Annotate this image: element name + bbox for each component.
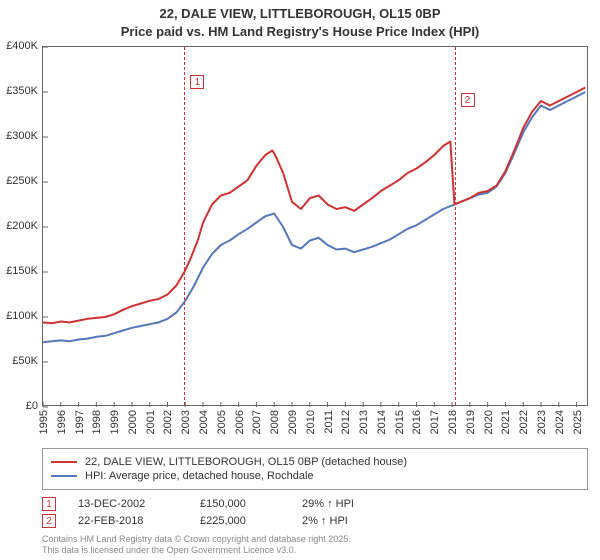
x-tick-label: 2024: [554, 410, 566, 434]
x-tick-label: 2016: [411, 410, 423, 434]
x-tick-label: 2009: [287, 410, 299, 434]
legend-swatch-1: [51, 461, 77, 463]
x-tick-label: 2007: [251, 410, 263, 434]
legend-box: 22, DALE VIEW, LITTLEBOROUGH, OL15 0BP (…: [42, 448, 588, 490]
y-tick-label: £50K: [2, 355, 38, 367]
y-tick-label: £100K: [2, 310, 38, 322]
attribution-line2: This data is licensed under the Open Gov…: [42, 545, 351, 556]
x-tick-label: 2020: [483, 410, 495, 434]
transaction-vline: [455, 47, 456, 405]
legend-row-series1: 22, DALE VIEW, LITTLEBOROUGH, OL15 0BP (…: [51, 456, 579, 468]
transaction-price: £225,000: [200, 515, 280, 527]
y-tick-label: £0: [2, 400, 38, 412]
legend-swatch-2: [51, 475, 77, 477]
y-tick-label: £350K: [2, 85, 38, 97]
x-tick-label: 2000: [127, 410, 139, 434]
transaction-delta: 29% ↑ HPI: [302, 498, 354, 510]
y-tick-label: £300K: [2, 130, 38, 142]
x-tick-label: 2011: [323, 410, 335, 434]
x-tick-label: 2018: [447, 410, 459, 434]
attribution-text: Contains HM Land Registry data © Crown c…: [42, 534, 351, 556]
x-tick-label: 2014: [376, 410, 388, 434]
x-tick-label: 2002: [162, 410, 174, 434]
x-tick-label: 2012: [340, 410, 352, 434]
x-tick-label: 2005: [216, 410, 228, 434]
legend-label-1: 22, DALE VIEW, LITTLEBOROUGH, OL15 0BP (…: [85, 456, 407, 468]
attribution-line1: Contains HM Land Registry data © Crown c…: [42, 534, 351, 545]
x-tick-label: 2006: [234, 410, 246, 434]
transaction-delta: 2% ↑ HPI: [302, 515, 348, 527]
legend-row-series2: HPI: Average price, detached house, Roch…: [51, 470, 579, 482]
x-tick-label: 2025: [572, 410, 584, 434]
x-tick-label: 2022: [518, 410, 530, 434]
x-tick-label: 2004: [198, 410, 210, 434]
legend-label-2: HPI: Average price, detached house, Roch…: [85, 470, 314, 482]
y-tick-label: £150K: [2, 265, 38, 277]
transaction-badge: 2: [42, 514, 56, 528]
x-tick-label: 2003: [180, 410, 192, 434]
plot-svg: [43, 47, 587, 405]
transaction-row: 1 13-DEC-2002 £150,000 29% ↑ HPI: [42, 497, 354, 511]
x-tick-label: 2010: [305, 410, 317, 434]
x-tick-label: 2023: [536, 410, 548, 434]
transaction-marker-badge: 1: [190, 75, 204, 89]
y-tick-label: £200K: [2, 220, 38, 232]
transaction-badge: 1: [42, 497, 56, 511]
transaction-row: 2 22-FEB-2018 £225,000 2% ↑ HPI: [42, 514, 354, 528]
x-tick-label: 1998: [91, 410, 103, 434]
title-address: 22, DALE VIEW, LITTLEBOROUGH, OL15 0BP: [0, 6, 600, 21]
x-tick-label: 1996: [56, 410, 68, 434]
x-tick-label: 2017: [429, 410, 441, 434]
x-tick-label: 1995: [38, 410, 50, 434]
y-tick-label: £250K: [2, 175, 38, 187]
title-subtitle: Price paid vs. HM Land Registry's House …: [0, 24, 600, 39]
transaction-price: £150,000: [200, 498, 280, 510]
plot-area: 12: [42, 46, 588, 406]
transaction-vline: [184, 47, 185, 405]
x-tick-label: 2021: [500, 410, 512, 434]
x-tick-label: 2008: [269, 410, 281, 434]
x-tick-label: 2001: [145, 410, 157, 434]
transaction-date: 22-FEB-2018: [78, 515, 178, 527]
y-tick-label: £400K: [2, 40, 38, 52]
x-tick-label: 1999: [109, 410, 121, 434]
x-tick-label: 2015: [394, 410, 406, 434]
transaction-marker-badge: 2: [461, 93, 475, 107]
transaction-date: 13-DEC-2002: [78, 498, 178, 510]
x-tick-label: 2019: [465, 410, 477, 434]
x-tick-label: 2013: [358, 410, 370, 434]
chart-container: 22, DALE VIEW, LITTLEBOROUGH, OL15 0BP P…: [0, 0, 600, 560]
x-tick-label: 1997: [74, 410, 86, 434]
transactions-table: 1 13-DEC-2002 £150,000 29% ↑ HPI 2 22-FEB-201…: [42, 494, 354, 531]
